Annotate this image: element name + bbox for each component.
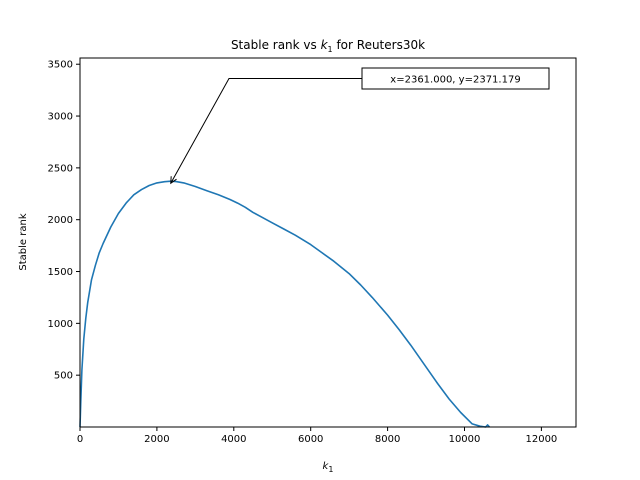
annotation-arrow — [170, 78, 362, 184]
y-tick-label: 1500 — [48, 267, 73, 278]
x-tick-label: 12000 — [525, 434, 557, 445]
annotation-text: x=2361.000, y=2371.179 — [390, 75, 520, 86]
axes-frame — [79, 57, 577, 428]
y-tick-label: 3000 — [48, 112, 73, 123]
annotation-arrowhead — [170, 176, 177, 185]
series-layer — [79, 180, 491, 428]
x-tick-label: 2000 — [144, 434, 169, 445]
y-tick-label: 2000 — [48, 215, 73, 226]
y-tick-label: 3500 — [48, 60, 73, 71]
axes-ticks: 0 2000 4000 6000 8000 10000 12000 500 1000 1500 20… — [48, 60, 558, 445]
annotation: x=2361.000, y=2371.179 — [170, 67, 550, 185]
x-tick-label: 8000 — [375, 434, 400, 445]
series-line — [79, 180, 491, 428]
x-axis-label: k1 — [323, 461, 334, 474]
y-tick-label: 1000 — [48, 319, 73, 330]
y-axis-label: Stable rank — [18, 213, 29, 270]
x-tick-label: 10000 — [449, 434, 481, 445]
y-tick-label: 2500 — [48, 163, 73, 174]
chart-title: Stable rank vs k1 for Reuters30k — [231, 38, 425, 54]
x-tick-label: 0 — [77, 434, 83, 445]
y-tick-label: 500 — [54, 371, 73, 382]
x-tick-label: 4000 — [221, 434, 246, 445]
x-tick-label: 6000 — [298, 434, 323, 445]
annotation-box — [361, 67, 550, 90]
